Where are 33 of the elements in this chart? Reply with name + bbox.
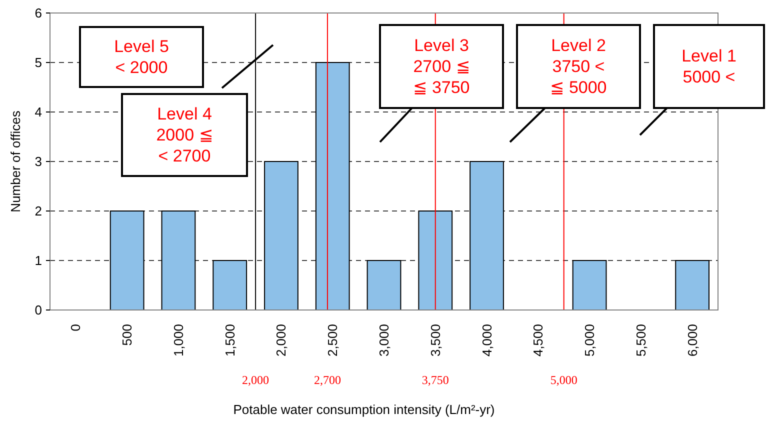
x-tick-label: 1,500: [222, 324, 238, 357]
x-tick-label: 3,000: [376, 324, 392, 357]
x-tick-label: 2,000: [274, 324, 289, 357]
bar: [264, 161, 298, 310]
y-tick-label: 6: [34, 6, 42, 20]
x2-tick-label: 2,000: [242, 373, 270, 387]
x-tick-label: 500: [120, 324, 135, 346]
y-tick-label: 3: [34, 154, 42, 169]
x2-tick-label: 2,700: [314, 373, 341, 387]
bar: [418, 210, 453, 310]
y-tick-label: 5: [34, 55, 42, 70]
annotation: Level 5 < 2000: [114, 37, 169, 77]
x-tick-label: 6,000: [684, 324, 700, 357]
y-tick-label: 1: [34, 253, 42, 268]
x-tick-label: 5,000: [582, 324, 598, 357]
x2-tick-label: 3,750: [422, 373, 449, 387]
x-tick-label: 5,500: [633, 324, 648, 357]
y-tick-label: 0: [34, 302, 42, 318]
annotation: Level 3 2700 ≦ ≦ 3750: [413, 36, 470, 97]
y-tick-label: 2: [34, 204, 42, 218]
x2-tick-label: 5,000: [550, 373, 578, 387]
x-tick-label: 1,000: [170, 324, 186, 357]
annotation: Level 4 2000 ≦ < 2700: [156, 104, 213, 166]
x-tick-label: 4,000: [479, 324, 494, 357]
annotation: Level 2 3750 < ≦ 5000: [550, 36, 607, 97]
x-tick-label: 3,500: [428, 324, 443, 357]
y-tick-label: 4: [34, 104, 42, 120]
x-tick-label: 2,500: [325, 324, 340, 357]
y-axis-title: Number of offices: [8, 110, 23, 212]
x-axis-title: Potable water consumption intensity (L/m²-yr): [233, 402, 495, 417]
annotation: Level 1 5000 <: [682, 46, 736, 86]
x-tick-label: 0: [68, 324, 84, 332]
x-tick-label: 4,500: [530, 324, 546, 357]
